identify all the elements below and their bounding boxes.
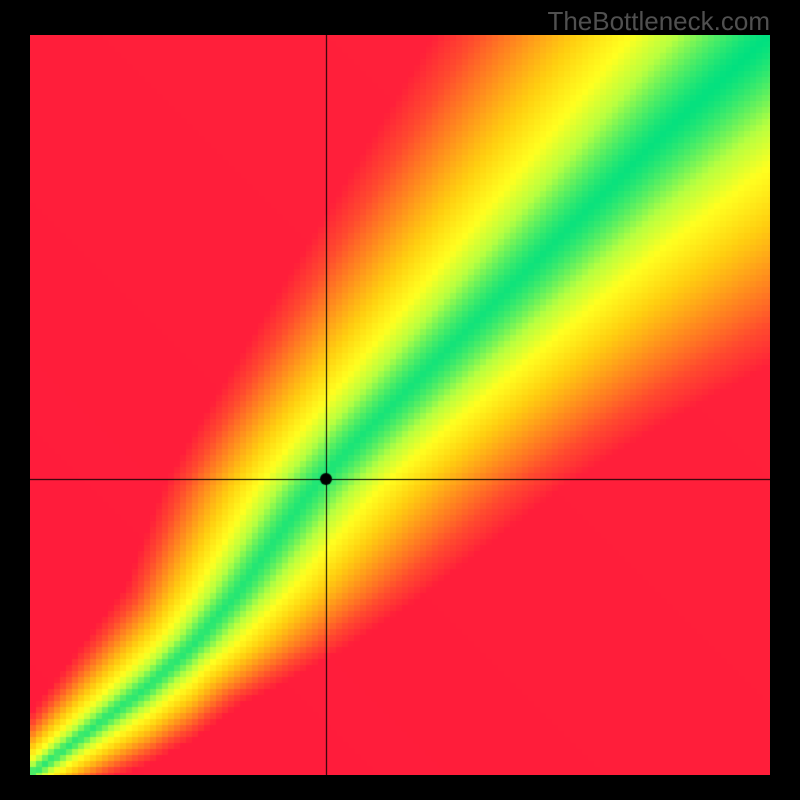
chart-frame: TheBottleneck.com (0, 0, 800, 800)
plot-area (30, 35, 770, 775)
heatmap-canvas (30, 35, 770, 775)
watermark-text: TheBottleneck.com (547, 6, 770, 37)
